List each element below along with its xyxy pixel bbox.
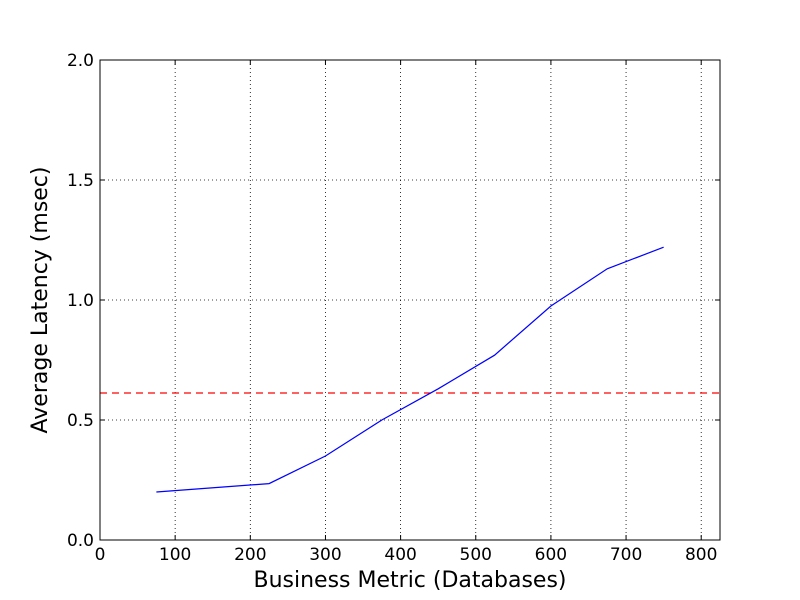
y-tick-label: 0.0 (67, 531, 94, 551)
x-tick-label: 0 (95, 545, 106, 565)
x-tick-label: 800 (685, 545, 717, 565)
plot-frame (99, 59, 721, 541)
data-line (156, 246, 664, 493)
y-tick-label: 1.0 (67, 291, 94, 311)
y-tick-label: 0.5 (67, 411, 94, 431)
x-tick-label: 400 (384, 545, 416, 565)
x-tick-label: 700 (610, 545, 642, 565)
x-axis-label: Business Metric (Databases) (254, 568, 567, 593)
x-tick-label: 200 (234, 545, 266, 565)
y-axis-label: Average Latency (msec) (28, 167, 53, 434)
x-tick-label: 600 (535, 545, 567, 565)
x-tick-label: 500 (460, 545, 492, 565)
x-tick-label: 300 (309, 545, 341, 565)
y-tick-label: 1.5 (67, 171, 94, 191)
y-tick-label: 2.0 (67, 51, 94, 71)
x-tick-label: 100 (159, 545, 191, 565)
